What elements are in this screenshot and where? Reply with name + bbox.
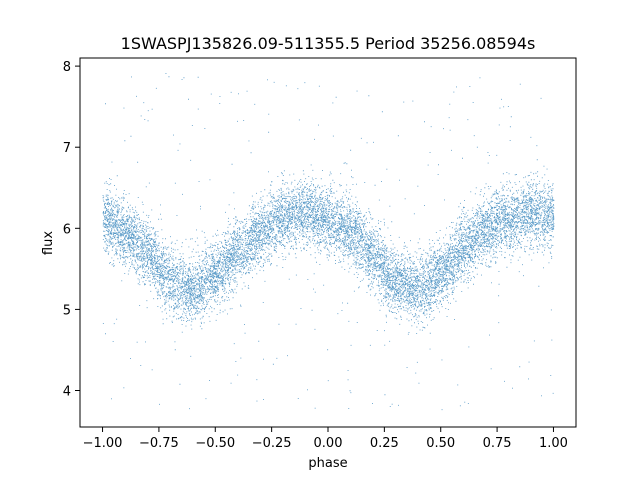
- y-tick-label: 4: [63, 385, 71, 400]
- x-tick-label: −0.25: [252, 436, 292, 451]
- x-axis: −1.00 −0.75 −0.50 −0.25 0.00 0.25 0.50 0.75 1.00: [83, 427, 568, 451]
- x-tick-label: 0.00: [314, 436, 343, 451]
- y-tick-label: 5: [63, 303, 71, 318]
- x-tick-label: 1.00: [539, 436, 568, 451]
- x-axis-label: phase: [308, 456, 347, 471]
- chart-title: 1SWASPJ135826.09-511355.5 Period 35256.0…: [121, 34, 536, 53]
- y-tick-label: 6: [63, 222, 71, 237]
- y-axis: 4 5 6 7 8: [63, 60, 80, 400]
- x-tick-label: −0.50: [195, 436, 235, 451]
- x-tick-label: 0.75: [483, 436, 512, 451]
- x-tick-label: 0.50: [426, 436, 455, 451]
- y-tick-label: 7: [63, 141, 71, 156]
- y-tick-label: 8: [63, 60, 71, 75]
- x-tick-label: 0.25: [370, 436, 399, 451]
- x-tick-label: −1.00: [83, 436, 123, 451]
- x-tick-label: −0.75: [139, 436, 179, 451]
- y-axis-label: flux: [41, 231, 56, 255]
